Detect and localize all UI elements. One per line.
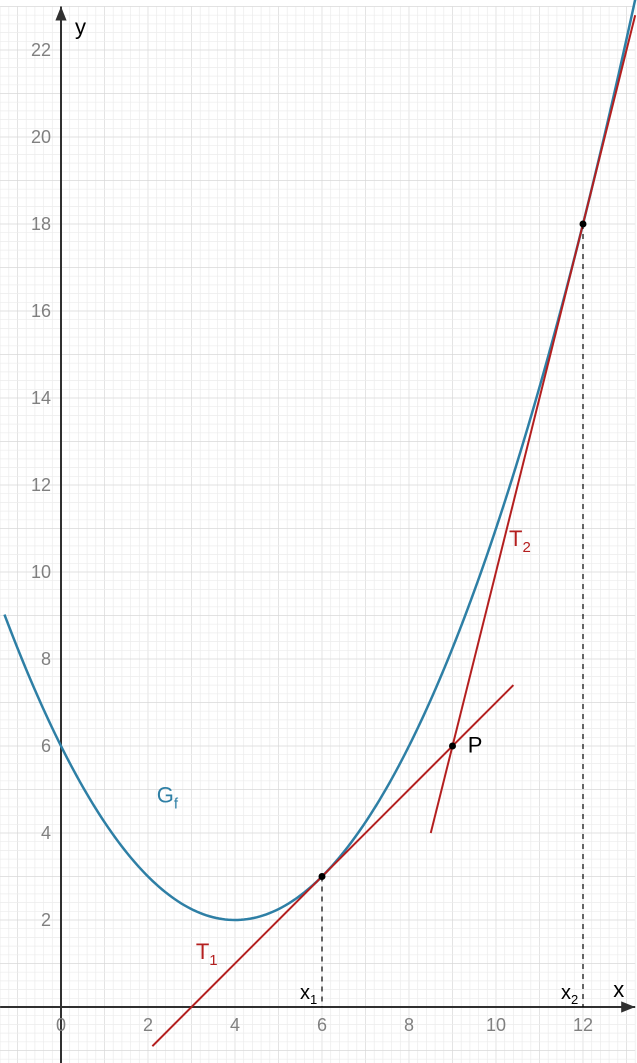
- x-tick-label: 2: [143, 1015, 153, 1035]
- x-axis-label: x: [613, 977, 624, 1002]
- y-tick-label: 4: [41, 823, 51, 843]
- x-tick-label: 4: [230, 1015, 240, 1035]
- y-tick-label: 16: [31, 301, 51, 321]
- x-tick-label: 0: [56, 1015, 66, 1035]
- x-tick-label: 8: [404, 1015, 414, 1035]
- y-tick-label: 12: [31, 475, 51, 495]
- y-tick-label: 2: [41, 910, 51, 930]
- point-q2: [580, 221, 587, 228]
- y-tick-label: 18: [31, 214, 51, 234]
- point-p-label: P: [468, 733, 483, 758]
- y-tick-label: 6: [41, 736, 51, 756]
- y-tick-label: 22: [31, 40, 51, 60]
- y-tick-label: 8: [41, 649, 51, 669]
- point-p: [449, 743, 456, 750]
- y-axis-label: y: [75, 15, 86, 40]
- y-tick-label: 20: [31, 127, 51, 147]
- x-tick-label: 12: [573, 1015, 593, 1035]
- tangent-chart: 024681012246810121416182022xyGfT1T2x1x2P: [0, 0, 637, 1063]
- y-tick-label: 10: [31, 562, 51, 582]
- y-tick-label: 14: [31, 388, 51, 408]
- x-tick-label: 6: [317, 1015, 327, 1035]
- x-tick-label: 10: [486, 1015, 506, 1035]
- point-q1: [319, 873, 326, 880]
